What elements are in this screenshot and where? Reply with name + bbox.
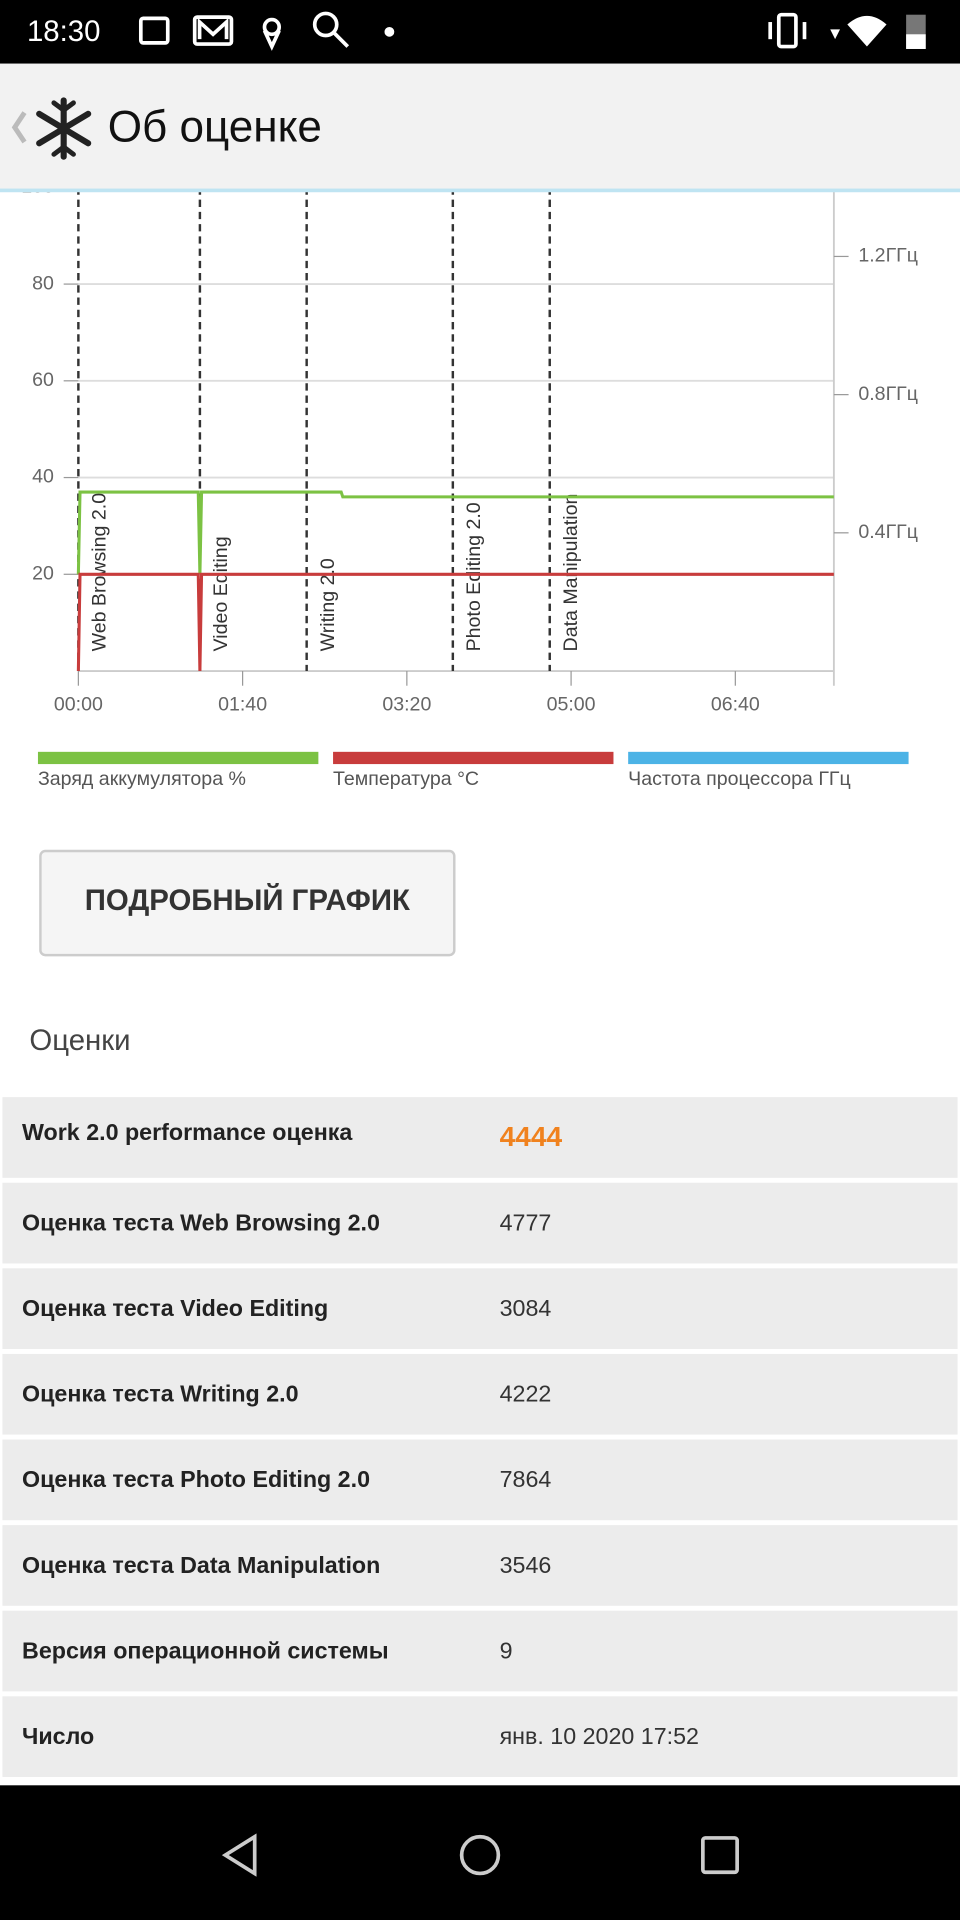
table-row — [2, 1182, 958, 1264]
table-row — [2, 1353, 958, 1435]
row-label: Work 2.0 performance оценка — [22, 1119, 353, 1145]
section-title: Оценки — [29, 1024, 130, 1057]
annotation-label: Data Manipulation — [560, 494, 582, 652]
row-label: Оценка теста Data Manipulation — [22, 1552, 380, 1578]
table-row — [2, 1525, 958, 1606]
table-row — [2, 1610, 958, 1692]
legend-label: Температура °C — [333, 768, 479, 790]
row-value: 3084 — [500, 1295, 552, 1321]
nav-back[interactable] — [221, 1833, 257, 1877]
legend-swatch — [37, 751, 319, 765]
row-value: 4444 — [500, 1121, 563, 1152]
series-line — [76, 572, 834, 672]
row-label: Оценка теста Video Editing — [22, 1295, 328, 1321]
legend: Заряд аккумулятора % Температура °C Частот… — [37, 751, 909, 790]
x-tick-label: 05:00 — [547, 693, 596, 715]
legend-swatch — [333, 751, 614, 765]
legend-swatch — [628, 751, 909, 765]
legend-label: Заряд аккумулятора % — [38, 768, 246, 790]
nav-recents[interactable] — [701, 1836, 739, 1875]
annotation-label: Web Browsing 2.0 — [89, 493, 111, 652]
nav-home[interactable] — [459, 1834, 501, 1876]
status-icons — [138, 11, 807, 51]
table-row — [2, 1268, 958, 1350]
nav-bar — [0, 1785, 960, 1920]
x-tick-label: 01:40 — [218, 693, 267, 715]
signal-icon — [830, 29, 840, 40]
series-line — [76, 490, 834, 575]
status-time: 18:30 — [27, 15, 101, 48]
y-tick-label: 80 — [32, 272, 54, 294]
y2-tick-label: 0.4ГГц — [858, 521, 918, 543]
header-divider — [0, 188, 960, 193]
button-label: ПОДРОБНЫЙ ГРАФИК — [85, 883, 410, 917]
row-value: 7864 — [500, 1466, 552, 1492]
battery-level — [906, 34, 926, 49]
wifi-icon — [847, 15, 887, 47]
table-row — [2, 1439, 958, 1521]
row-label: Оценка теста Writing 2.0 — [22, 1381, 299, 1407]
row-value: 9 — [500, 1637, 513, 1663]
y2-tick-label: 0.8ГГц — [858, 383, 918, 405]
y2-tick-label: 1.2ГГц — [858, 245, 918, 267]
detailed-chart-button[interactable] — [39, 849, 456, 957]
back-button[interactable] — [11, 111, 27, 144]
x-tick-label: 06:40 — [711, 693, 760, 715]
y-tick-label: 40 — [32, 466, 54, 488]
annotation-label: Writing 2.0 — [317, 558, 339, 651]
chart: 2040608010000:0001:4003:2005:0006:400.4Г… — [21, 176, 918, 716]
row-value: 4222 — [500, 1381, 552, 1407]
table-row — [2, 1097, 958, 1178]
row-label: Число — [22, 1723, 94, 1749]
legend-label: Частота процессора ГГц — [628, 768, 851, 790]
scores-table: Work 2.0 performance оценка 4444 Оценка те… — [0, 1089, 960, 1786]
table-row — [2, 1696, 958, 1777]
status-bar — [0, 0, 960, 64]
y-tick-label: 60 — [32, 369, 54, 391]
annotation-label: Video Editing — [210, 536, 232, 651]
status-dot — [384, 26, 395, 37]
app-header — [0, 63, 960, 190]
row-value: 3546 — [500, 1552, 552, 1578]
y-tick-label: 20 — [32, 562, 54, 584]
row-label: Оценка теста Web Browsing 2.0 — [22, 1209, 380, 1235]
app-icon — [36, 97, 92, 160]
x-tick-label: 03:20 — [382, 693, 431, 715]
annotation-label: Photo Editing 2.0 — [463, 502, 485, 651]
screen-title: Об оценке — [108, 102, 322, 151]
row-value: 4777 — [500, 1209, 552, 1235]
row-label: Версия операционной системы — [22, 1637, 389, 1663]
row-value: янв. 10 2020 17:52 — [500, 1723, 699, 1749]
row-label: Оценка теста Photo Editing 2.0 — [22, 1466, 370, 1492]
x-tick-label: 00:00 — [54, 693, 103, 715]
